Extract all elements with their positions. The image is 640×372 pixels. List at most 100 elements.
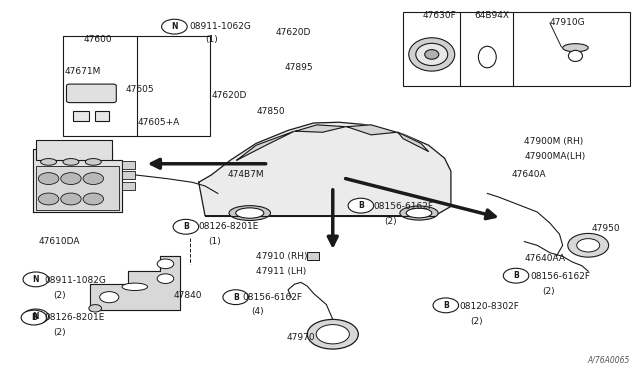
Bar <box>403 12 630 86</box>
Ellipse shape <box>563 44 588 52</box>
Text: A/76A0065: A/76A0065 <box>588 356 630 365</box>
Polygon shape <box>237 131 294 160</box>
Ellipse shape <box>63 158 79 165</box>
FancyBboxPatch shape <box>67 84 116 103</box>
Text: (2): (2) <box>470 317 483 326</box>
Polygon shape <box>198 122 451 216</box>
Circle shape <box>307 320 358 349</box>
Text: 47910 (RH): 47910 (RH) <box>256 252 308 261</box>
Text: 474B7M: 474B7M <box>227 170 264 179</box>
Circle shape <box>23 309 49 324</box>
Text: 08120-8302F: 08120-8302F <box>460 302 519 311</box>
Text: (1): (1) <box>205 35 218 44</box>
Circle shape <box>38 173 59 185</box>
Bar <box>307 252 319 260</box>
Polygon shape <box>90 256 179 310</box>
Text: 47605+A: 47605+A <box>138 119 180 128</box>
Text: 47605: 47605 <box>125 85 154 94</box>
Ellipse shape <box>568 50 582 61</box>
Text: 08156-6162F: 08156-6162F <box>242 293 302 302</box>
Circle shape <box>577 238 600 252</box>
Ellipse shape <box>122 283 148 291</box>
Text: 47620D: 47620D <box>211 91 247 100</box>
Text: (2): (2) <box>542 287 555 296</box>
Text: B: B <box>31 313 36 322</box>
Text: 47640AA: 47640AA <box>524 254 565 263</box>
Text: B: B <box>513 271 519 280</box>
Text: 08126-8201E: 08126-8201E <box>44 313 104 322</box>
Text: 47640A: 47640A <box>511 170 546 179</box>
Text: B: B <box>443 301 449 310</box>
Circle shape <box>38 193 59 205</box>
Ellipse shape <box>400 206 438 220</box>
Text: 47900MA(LH): 47900MA(LH) <box>524 152 586 161</box>
Text: 47950: 47950 <box>591 224 620 233</box>
Bar <box>122 161 135 169</box>
Circle shape <box>508 271 524 280</box>
Polygon shape <box>33 149 122 212</box>
Circle shape <box>89 305 102 312</box>
Circle shape <box>568 234 609 257</box>
Ellipse shape <box>229 206 271 221</box>
Text: 47620D: 47620D <box>275 28 310 37</box>
Bar <box>73 111 90 121</box>
Circle shape <box>61 193 81 205</box>
Text: 47600: 47600 <box>84 35 113 44</box>
Ellipse shape <box>406 208 432 218</box>
Text: (1): (1) <box>208 237 221 246</box>
Text: 47895: 47895 <box>285 63 314 72</box>
Polygon shape <box>296 125 346 132</box>
Text: 47850: 47850 <box>256 108 285 116</box>
Text: B: B <box>358 201 364 210</box>
Ellipse shape <box>40 158 56 165</box>
Text: 47910G: 47910G <box>550 19 586 28</box>
Circle shape <box>503 268 529 283</box>
Circle shape <box>157 259 173 269</box>
Text: 08126-8201E: 08126-8201E <box>198 222 259 231</box>
Text: 08156-6162F: 08156-6162F <box>531 272 591 281</box>
Ellipse shape <box>425 49 439 59</box>
Text: N: N <box>33 275 39 284</box>
Bar <box>122 171 135 179</box>
Text: 08156-6162F: 08156-6162F <box>373 202 433 211</box>
Text: 47840: 47840 <box>173 291 202 300</box>
Circle shape <box>353 201 368 210</box>
Circle shape <box>348 198 374 213</box>
Ellipse shape <box>236 208 264 218</box>
Circle shape <box>23 272 49 287</box>
Text: 64B94X: 64B94X <box>474 11 509 20</box>
Text: 47900M (RH): 47900M (RH) <box>524 137 584 146</box>
Text: 47671M: 47671M <box>65 67 101 76</box>
Circle shape <box>21 310 47 325</box>
Circle shape <box>223 290 248 305</box>
Polygon shape <box>398 132 429 151</box>
Circle shape <box>61 173 81 185</box>
Ellipse shape <box>409 38 455 71</box>
Text: (2): (2) <box>384 217 397 226</box>
Text: N: N <box>171 22 178 31</box>
Bar <box>95 111 109 121</box>
Circle shape <box>316 325 349 344</box>
Ellipse shape <box>478 46 496 68</box>
Text: (2): (2) <box>53 291 66 300</box>
Ellipse shape <box>85 158 101 165</box>
Circle shape <box>173 219 198 234</box>
Text: B: B <box>233 293 239 302</box>
Text: (4): (4) <box>252 307 264 316</box>
Bar <box>63 36 210 136</box>
Bar <box>36 166 119 210</box>
Circle shape <box>433 298 459 313</box>
Text: N: N <box>33 312 39 321</box>
Ellipse shape <box>416 43 448 65</box>
Text: 47610DA: 47610DA <box>39 237 81 246</box>
Text: 08911-1082G: 08911-1082G <box>44 276 106 285</box>
Text: 47630F: 47630F <box>422 11 456 20</box>
Text: 47970: 47970 <box>287 333 316 343</box>
Bar <box>122 182 135 190</box>
Circle shape <box>83 193 104 205</box>
Circle shape <box>157 274 173 283</box>
Bar <box>36 140 113 160</box>
Text: 47911 (LH): 47911 (LH) <box>256 267 307 276</box>
Circle shape <box>83 173 104 185</box>
Circle shape <box>100 292 119 303</box>
